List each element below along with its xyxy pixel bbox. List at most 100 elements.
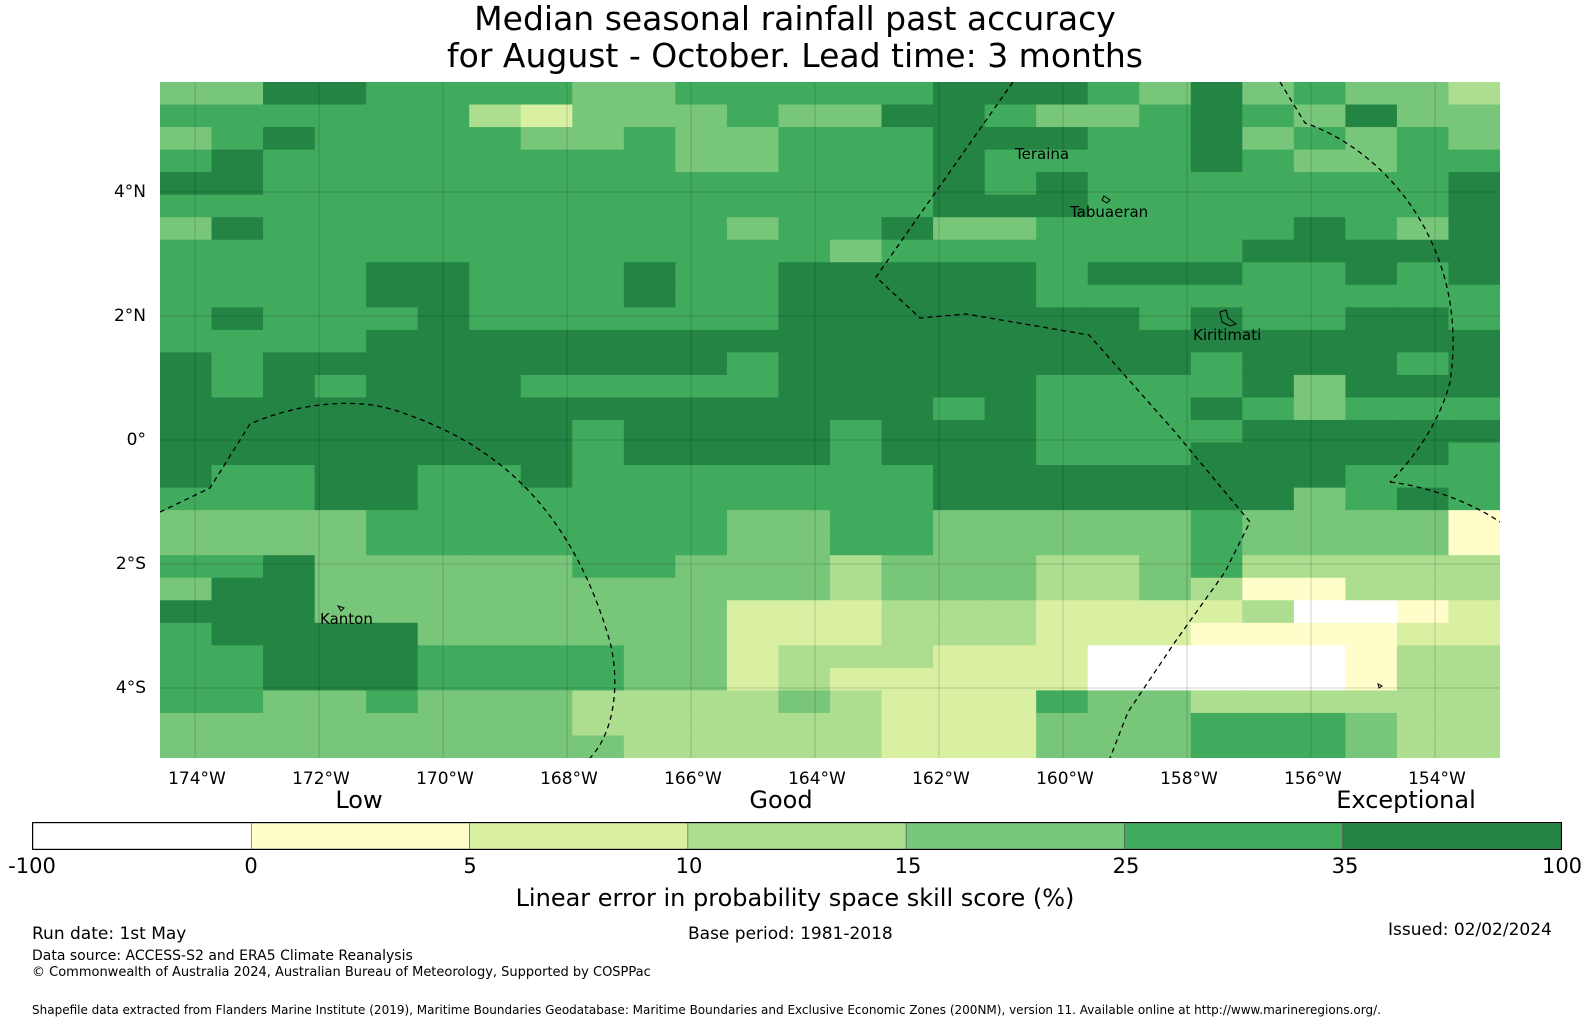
skill-cell (1293, 420, 1346, 444)
skill-cell (520, 149, 573, 173)
skill-cell (1139, 532, 1192, 556)
skill-cell (1087, 172, 1140, 196)
skill-cell (1242, 487, 1295, 511)
skill-cell (1242, 239, 1295, 263)
skill-cell (1036, 532, 1089, 556)
skill-cell (417, 149, 470, 173)
skill-cell (778, 712, 831, 737)
skill-cell (623, 307, 676, 331)
skill-cell (1087, 104, 1140, 128)
skill-cell (1036, 465, 1089, 489)
skill-cell (1293, 239, 1346, 263)
skill-cell (1345, 667, 1398, 691)
skill-cell (1036, 239, 1089, 263)
skill-cell (211, 555, 264, 579)
skill-cell (1036, 262, 1089, 286)
colorbar-tick-10: 10 (675, 854, 703, 878)
skill-cell (1396, 217, 1450, 241)
skill-cell (1293, 645, 1346, 669)
skill-cell (1293, 735, 1346, 758)
skill-cell (1190, 532, 1243, 556)
skill-cell (1190, 307, 1243, 331)
colorbar-segment (1124, 822, 1344, 850)
skill-cell (1242, 284, 1295, 308)
skill-cell (366, 352, 419, 376)
skill-cell (623, 104, 676, 128)
skill-cell (520, 577, 573, 601)
skill-cell (417, 217, 470, 241)
skill-cell (211, 712, 264, 737)
skill-cell (520, 735, 573, 758)
skill-cell (623, 149, 676, 173)
colorbar-tick-0: 0 (244, 854, 258, 878)
lat-label-4n: 4°N (113, 182, 146, 202)
skill-cell (1448, 149, 1500, 173)
skill-cell (1190, 82, 1243, 106)
skill-cell (520, 555, 573, 579)
skill-cell (314, 420, 367, 444)
skill-cell (211, 149, 264, 173)
skill-cell (623, 352, 676, 376)
skill-cell (314, 645, 367, 669)
skill-cell (520, 510, 573, 534)
skill-cell (160, 510, 213, 534)
skill-cell (1087, 217, 1140, 241)
skill-cell (1087, 82, 1140, 106)
skill-cell (933, 104, 986, 128)
skill-cell (1448, 712, 1500, 737)
skill-cell (1345, 127, 1398, 151)
skill-cell (933, 262, 986, 286)
skill-cell (623, 172, 676, 196)
skill-cell (1396, 262, 1450, 286)
skill-cell (469, 555, 522, 579)
skill-cell (314, 510, 367, 534)
skill-cell (1345, 442, 1398, 466)
skill-cell (1242, 555, 1295, 579)
skill-cell (881, 217, 934, 241)
skill-cell (211, 735, 264, 758)
lon-label-174w: 174°W (168, 769, 226, 789)
skill-cell (1190, 645, 1243, 669)
skill-cell (1448, 420, 1500, 444)
skill-cell (726, 532, 780, 556)
skill-cell (1036, 352, 1089, 376)
skill-cell (933, 307, 986, 331)
skill-cell (572, 690, 625, 714)
skill-cell (1139, 667, 1192, 691)
skill-cell (1345, 487, 1398, 511)
skill-cell (572, 262, 625, 286)
skill-cell (469, 284, 522, 308)
colorbar-tick-minus-100: -100 (8, 854, 56, 878)
skill-cell (572, 712, 625, 737)
skill-cell (469, 510, 522, 534)
lon-label-170w: 170°W (416, 769, 474, 789)
lat-label-4s: 4°S (115, 678, 146, 698)
skill-cell (675, 307, 728, 331)
skill-cell (1396, 690, 1450, 714)
skill-cell (1036, 600, 1089, 624)
skill-cell (263, 690, 316, 714)
skill-cell (520, 104, 573, 128)
skill-cell (263, 172, 316, 196)
data-source: Data source: ACCESS-S2 and ERA5 Climate … (32, 948, 413, 964)
skill-cell (623, 645, 676, 669)
skill-cell (1242, 510, 1295, 534)
skill-cell (417, 532, 470, 556)
skill-cell (160, 397, 213, 421)
skill-cell (933, 645, 986, 669)
skill-cell (160, 374, 213, 399)
skill-cell (675, 622, 728, 646)
skill-cell (881, 329, 934, 353)
skill-cell (1396, 352, 1450, 376)
skill-cell (263, 104, 316, 128)
skill-cell (675, 239, 728, 263)
skill-cell (520, 262, 573, 286)
skill-cell (778, 622, 831, 646)
skill-cell (623, 712, 676, 737)
skill-cell (726, 667, 780, 691)
skill-cell (263, 284, 316, 308)
skill-cell (469, 420, 522, 444)
skill-cell (1036, 690, 1089, 714)
skill-cell (1087, 600, 1140, 624)
skill-cell (417, 667, 470, 691)
